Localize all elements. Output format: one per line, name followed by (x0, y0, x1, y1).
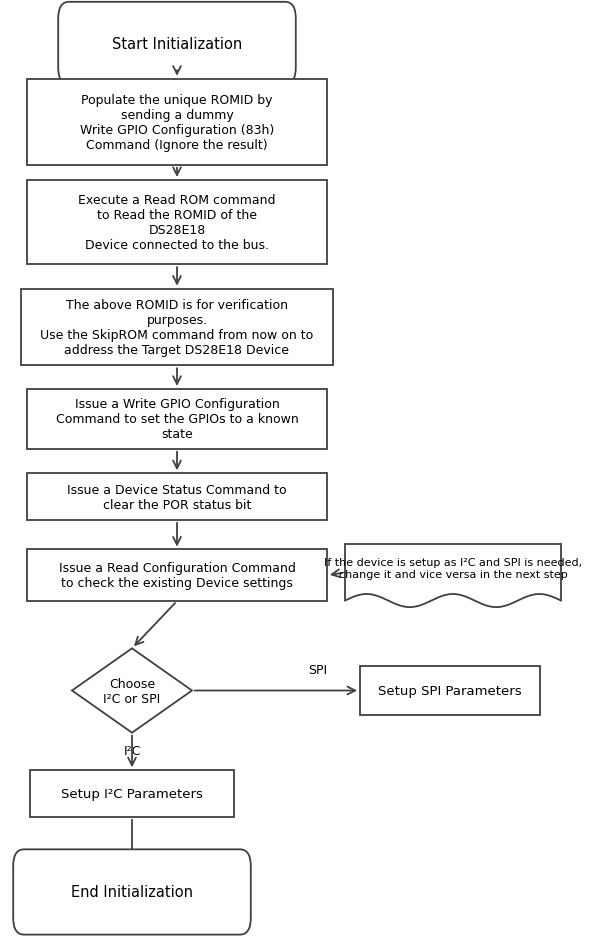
Bar (360, 666, 540, 715)
Bar (27, 181, 327, 265)
Text: If the device is setup as I²C and SPI is needed,
change it and vice versa in the: If the device is setup as I²C and SPI is… (324, 557, 582, 579)
Text: End Initialization: End Initialization (71, 885, 193, 899)
Bar (27, 80, 327, 166)
Bar (30, 770, 234, 817)
FancyBboxPatch shape (58, 3, 296, 85)
Text: SPI: SPI (308, 663, 328, 676)
Bar (27, 389, 327, 449)
Text: Setup SPI Parameters: Setup SPI Parameters (378, 684, 522, 697)
Text: Start Initialization: Start Initialization (112, 37, 242, 51)
Bar (27, 550, 327, 602)
Text: I²C: I²C (124, 744, 140, 757)
Text: Issue a Write GPIO Configuration
Command to set the GPIOs to a known
state: Issue a Write GPIO Configuration Command… (56, 398, 298, 441)
Bar (345, 545, 561, 601)
Text: Issue a Read Configuration Command
to check the existing Device settings: Issue a Read Configuration Command to ch… (59, 562, 295, 590)
Bar (21, 289, 333, 366)
Text: Execute a Read ROM command
to Read the ROMID of the
DS28E18
Device connected to : Execute a Read ROM command to Read the R… (78, 194, 276, 252)
Text: Setup I²C Parameters: Setup I²C Parameters (61, 787, 203, 800)
Text: The above ROMID is for verification
purposes.
Use the SkipROM command from now o: The above ROMID is for verification purp… (40, 299, 314, 357)
FancyBboxPatch shape (13, 850, 251, 934)
Polygon shape (72, 649, 192, 733)
Text: Issue a Device Status Command to
clear the POR status bit: Issue a Device Status Command to clear t… (67, 483, 287, 511)
Bar (27, 474, 327, 520)
Text: Choose
I²C or SPI: Choose I²C or SPI (103, 677, 161, 705)
Text: Populate the unique ROMID by
sending a dummy
Write GPIO Configuration (83h)
Comm: Populate the unique ROMID by sending a d… (80, 94, 274, 152)
